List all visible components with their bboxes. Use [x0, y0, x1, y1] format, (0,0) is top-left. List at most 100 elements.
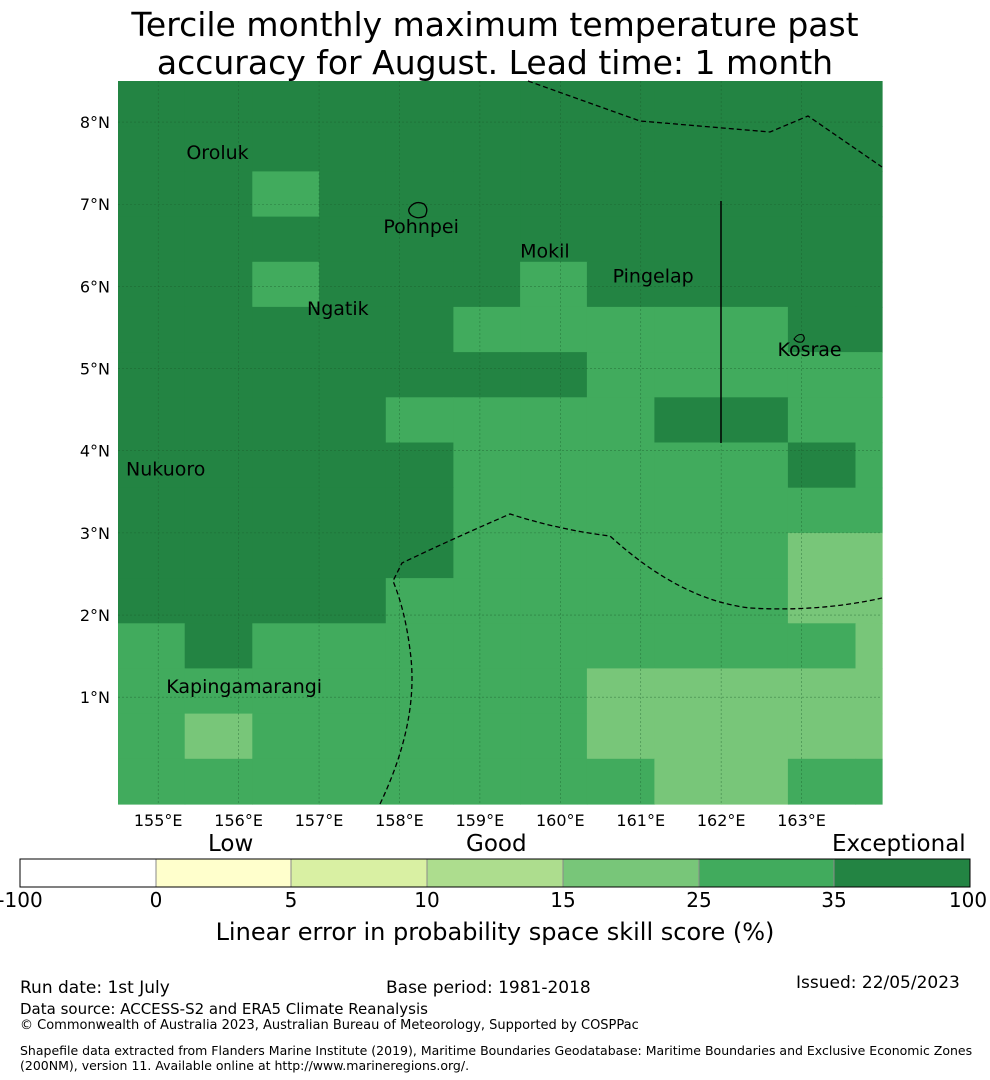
grid-cell	[385, 171, 454, 218]
grid-cell	[520, 442, 588, 489]
grid-cell	[787, 171, 857, 218]
grid-cell	[453, 578, 521, 624]
grid-cell	[855, 623, 883, 670]
grid-cell	[520, 578, 588, 624]
shapefile-credit-line-2: (200NM), version 11. Available online at…	[20, 1058, 470, 1073]
grid-cell	[721, 758, 789, 805]
grid-cell	[855, 532, 883, 579]
grid-cell	[654, 261, 722, 308]
grid-cell	[118, 397, 186, 444]
grid-cell	[520, 306, 588, 353]
grid-cell	[252, 442, 320, 489]
lon-tick-label: 155°E	[134, 811, 183, 830]
place-label: Mokil	[520, 241, 570, 263]
grid-cell	[118, 623, 186, 670]
grid-cell	[855, 352, 883, 398]
grid-cell	[453, 126, 521, 172]
grid-cell	[453, 352, 521, 398]
grid-cell	[855, 397, 883, 444]
grid-cell	[654, 126, 722, 172]
grid-cell	[721, 532, 789, 579]
place-label: Oroluk	[186, 142, 248, 164]
grid-cell	[586, 623, 656, 670]
lat-tick-label: 7°N	[80, 195, 110, 214]
grid-cell	[453, 81, 521, 127]
grid-cell	[787, 623, 857, 670]
grid-cell	[787, 442, 857, 489]
colorbar-segment-25-35	[699, 859, 834, 887]
colorbar-tick-2: 5	[284, 888, 298, 912]
grid-cell	[319, 397, 387, 444]
place-labels: Oroluk Pohnpei Mokil Pingelap Ngatik Kosrae Nu…	[126, 142, 842, 698]
grid-cell	[184, 442, 253, 489]
grid-cell	[319, 216, 387, 263]
lon-tick-label: 156°E	[214, 811, 263, 830]
colorbar-label-good: Good	[466, 831, 527, 857]
grid-cell	[586, 442, 656, 489]
grid-cell	[586, 713, 656, 760]
title-line-1: Tercile monthly maximum temperature past	[131, 5, 859, 44]
colorbar-tick-5: 25	[686, 888, 712, 912]
grid-cell	[453, 623, 521, 670]
grid-cell	[654, 442, 722, 489]
grid-cell	[319, 578, 387, 624]
grid-cell	[184, 623, 253, 670]
grid-cell	[855, 216, 883, 263]
grid-cell	[520, 261, 588, 308]
grid-cell	[252, 216, 320, 263]
grid-cell	[453, 442, 521, 489]
grid-cell	[787, 713, 857, 760]
skill-grid	[118, 81, 883, 805]
grid-cell	[184, 758, 253, 805]
grid-cell	[586, 81, 656, 127]
colorbar-segment-lt0	[20, 859, 156, 887]
grid-cell	[654, 532, 722, 579]
grid-cell	[118, 171, 186, 218]
grid-cell	[118, 306, 186, 353]
grid-cell	[184, 261, 253, 308]
grid-cell	[855, 442, 883, 489]
grid-cell	[855, 668, 883, 715]
grid-cell	[721, 352, 789, 398]
grid-cell	[520, 532, 588, 579]
grid-cell	[586, 352, 656, 398]
grid-cell	[654, 171, 722, 218]
lon-tick-label: 163°E	[777, 811, 826, 830]
grid-cell	[721, 81, 789, 127]
grid-cell	[118, 126, 186, 172]
grid-cell	[453, 713, 521, 760]
grid-cell	[520, 352, 588, 398]
grid-cell	[855, 578, 883, 624]
grid-cell	[319, 261, 387, 308]
grid-cell	[586, 668, 656, 715]
grid-cell	[855, 758, 883, 805]
grid-cell	[654, 216, 722, 263]
lon-tick-label: 157°E	[295, 811, 344, 830]
grid-cell	[453, 532, 521, 579]
data-source: Data source: ACCESS-S2 and ERA5 Climate …	[20, 1000, 428, 1018]
grid-cell	[855, 171, 883, 218]
grid-cell	[184, 216, 253, 263]
grid-cell	[654, 578, 722, 624]
place-label: Nukuoro	[126, 458, 205, 480]
grid-cell	[586, 532, 656, 579]
colorbar	[19, 858, 971, 888]
grid-cell	[252, 668, 320, 715]
grid-cell	[453, 306, 521, 353]
grid-cell	[453, 668, 521, 715]
kosrae-outline	[793, 333, 805, 343]
grid-cell	[787, 352, 857, 398]
eez-boundary-south-arc	[379, 513, 883, 805]
grid-cell	[855, 81, 883, 127]
grid-cell	[855, 261, 883, 308]
grid-cell	[453, 487, 521, 534]
copyright: © Commonwealth of Australia 2023, Austra…	[20, 1018, 639, 1033]
colorbar-segment-0-5	[156, 859, 291, 887]
island-outlines	[408, 201, 805, 343]
grid-cell	[586, 758, 656, 805]
grid-cell	[787, 668, 857, 715]
grid-cell	[385, 532, 454, 579]
grid-cell	[385, 216, 454, 263]
latitude-labels: 1°N 2°N 3°N 4°N 5°N 6°N 7°N 8°N	[80, 113, 110, 707]
grid-cell	[385, 623, 454, 670]
